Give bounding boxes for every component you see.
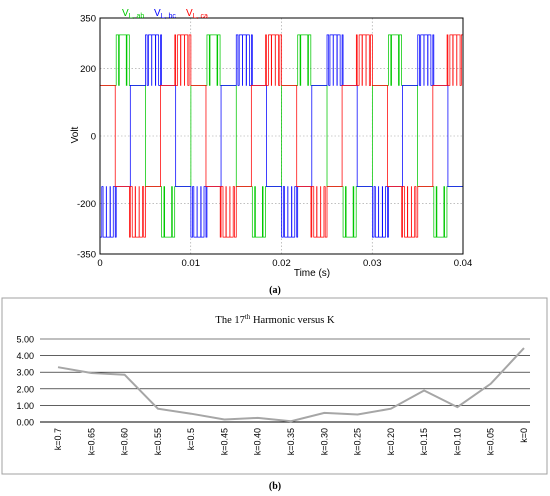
voltage-legend: VL, ab VL, bc VL, ca	[122, 8, 208, 20]
voltage-x-tick-label: 0	[97, 258, 102, 269]
legend-entry: VL, ca	[186, 8, 208, 20]
harmonic-y-tick-label: 4.00	[16, 351, 34, 361]
harmonic-y-tick-label: 1.00	[16, 401, 34, 411]
harmonic-x-tick-label: k=0.05	[486, 428, 496, 455]
harmonic-x-tick-label: k=0.30	[319, 428, 329, 455]
voltage-x-tick-label: 0.02	[272, 258, 291, 269]
harmonic-y-ticks: 0.00 1.00 2.00 3.00 4.00 5.00	[16, 335, 34, 428]
voltage-series-lca	[99, 34, 463, 238]
legend-entry: VL, ab	[122, 8, 144, 20]
legend-entry: VL, bc	[154, 8, 176, 20]
harmonic-chart: The 17th Harmonic versus K 0.00 1.00 2.00 3…	[1, 297, 548, 492]
harmonic-x-tick-label: k=0.55	[153, 428, 163, 455]
harmonic-x-tick-label: k=0.35	[286, 428, 296, 455]
caption-a: (a)	[269, 285, 281, 296]
harmonic-x-tick-label: k=0.40	[253, 428, 263, 455]
voltage-y-tick-label: 0	[91, 132, 96, 143]
voltage-y-tick-label: 350	[80, 14, 96, 25]
voltage-y-tick-label: -200	[77, 199, 96, 210]
harmonic-y-tick-label: 2.00	[16, 384, 34, 394]
title-main: The 17	[215, 315, 244, 326]
harmonic-x-tick-label: k=0.20	[386, 428, 396, 455]
harmonic-y-tick-label: 5.00	[16, 335, 34, 345]
harmonic-chart-border	[1, 297, 548, 475]
harmonic-series-line	[57, 347, 525, 423]
voltage-y-label: Volt	[70, 126, 81, 143]
voltage-waveforms	[99, 34, 463, 238]
voltage-chart: 350 200 0 -200 -350 0 0.01 0.02 0.03 0.04 Volt T…	[70, 8, 472, 296]
harmonic-x-tick-label: k=0.7	[53, 428, 63, 450]
harmonic-chart-title: The 17th Harmonic versus K	[215, 313, 335, 326]
harmonic-y-tick-label: 3.00	[16, 368, 34, 378]
voltage-y-ticks: 350 200 0 -200 -350	[77, 14, 96, 261]
harmonic-x-tick-label: k=0.45	[219, 428, 229, 455]
harmonic-x-ticks: k=0.7 k=0.65 k=0.60 k=0.55 k=0.5 k=0.45 k=0.40…	[53, 428, 529, 455]
harmonic-x-tick-label: k=0.65	[86, 428, 96, 455]
harmonic-x-tick-label: k=0.10	[452, 428, 462, 455]
voltage-x-label: Time (s)	[294, 268, 330, 279]
voltage-x-tick-label: 0.01	[182, 258, 201, 269]
voltage-x-tick-label: 0.04	[454, 258, 473, 269]
harmonic-y-tick-label: 0.00	[16, 418, 34, 428]
harmonic-x-tick-label: k=0	[519, 428, 529, 443]
title-sup: th	[245, 313, 251, 321]
voltage-y-tick-label: -350	[77, 250, 96, 261]
title-rest: Harmonic versus K	[250, 315, 335, 326]
voltage-series-lbc	[99, 34, 463, 238]
harmonic-grid	[40, 338, 530, 423]
caption-b: (b)	[269, 481, 281, 492]
voltage-y-tick-label: 200	[80, 64, 96, 75]
harmonic-x-tick-label: k=0.60	[120, 428, 130, 455]
harmonic-x-tick-label: k=0.5	[186, 428, 196, 450]
voltage-x-tick-label: 0.03	[363, 258, 382, 269]
harmonic-x-tick-label: k=0.25	[353, 428, 363, 455]
harmonic-line	[57, 347, 525, 423]
voltage-plot-frame	[99, 17, 464, 255]
voltage-x-ticks: 0 0.01 0.02 0.03 0.04	[97, 258, 472, 269]
voltage-series-lab	[100, 34, 463, 238]
harmonic-x-tick-label: k=0.15	[419, 428, 429, 455]
